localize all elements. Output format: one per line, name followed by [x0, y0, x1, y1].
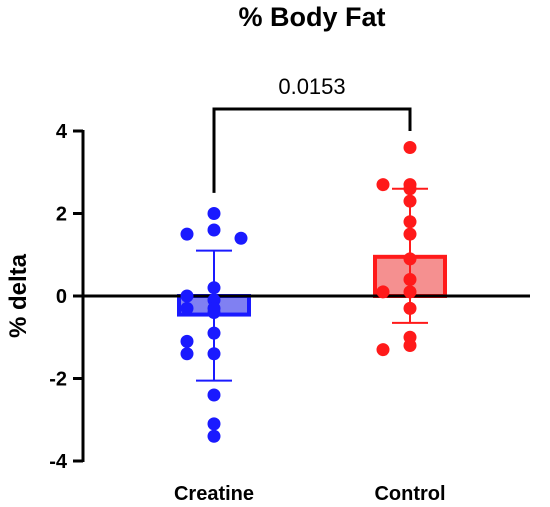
- data-point: [403, 215, 417, 229]
- data-point: [180, 347, 194, 361]
- data-point: [207, 207, 221, 220]
- data-point: [207, 223, 221, 237]
- x-tick-label: Creatine: [174, 483, 254, 505]
- bracket-line: [212, 107, 412, 193]
- data-point: [207, 417, 221, 431]
- y-tick-label: 2: [56, 204, 67, 226]
- chart-title: % Body Fat: [238, 2, 385, 32]
- y-tick-label: -2: [49, 369, 67, 391]
- y-axis-title: % delta: [5, 253, 32, 338]
- data-point: [403, 273, 417, 286]
- y-tick-label: 4: [56, 121, 68, 143]
- data-point: [207, 306, 221, 319]
- data-point: [207, 281, 221, 295]
- data-point: [376, 178, 390, 192]
- data-point: [180, 227, 194, 241]
- data-point: [403, 194, 417, 208]
- data-point: [207, 326, 221, 340]
- data-point: [207, 429, 221, 443]
- y-ticks: -4 -2 0 2 4: [49, 121, 83, 473]
- data-point: [403, 301, 417, 315]
- data-point: [180, 301, 194, 315]
- x-tick-label: Control: [374, 483, 445, 505]
- data-point: [234, 231, 248, 245]
- x-axis-labels: Creatine Control: [174, 483, 446, 505]
- y-tick-label: 0: [56, 286, 67, 308]
- data-point: [403, 141, 417, 154]
- y-axis: -4 -2 0 2 4: [49, 121, 85, 473]
- data-point: [180, 334, 194, 348]
- data-point: [207, 388, 221, 402]
- data-points: [180, 141, 417, 443]
- data-point: [376, 343, 390, 357]
- y-tick-label: -4: [49, 451, 68, 473]
- data-point: [180, 289, 194, 303]
- data-point: [403, 227, 417, 241]
- data-point: [207, 347, 221, 361]
- data-point: [376, 285, 390, 299]
- data-point: [403, 339, 417, 352]
- significance-bracket: 0.0153: [212, 74, 412, 193]
- p-value-label: 0.0153: [278, 74, 345, 99]
- data-point: [403, 285, 417, 299]
- data-point: [403, 252, 417, 266]
- data-point: [403, 182, 417, 196]
